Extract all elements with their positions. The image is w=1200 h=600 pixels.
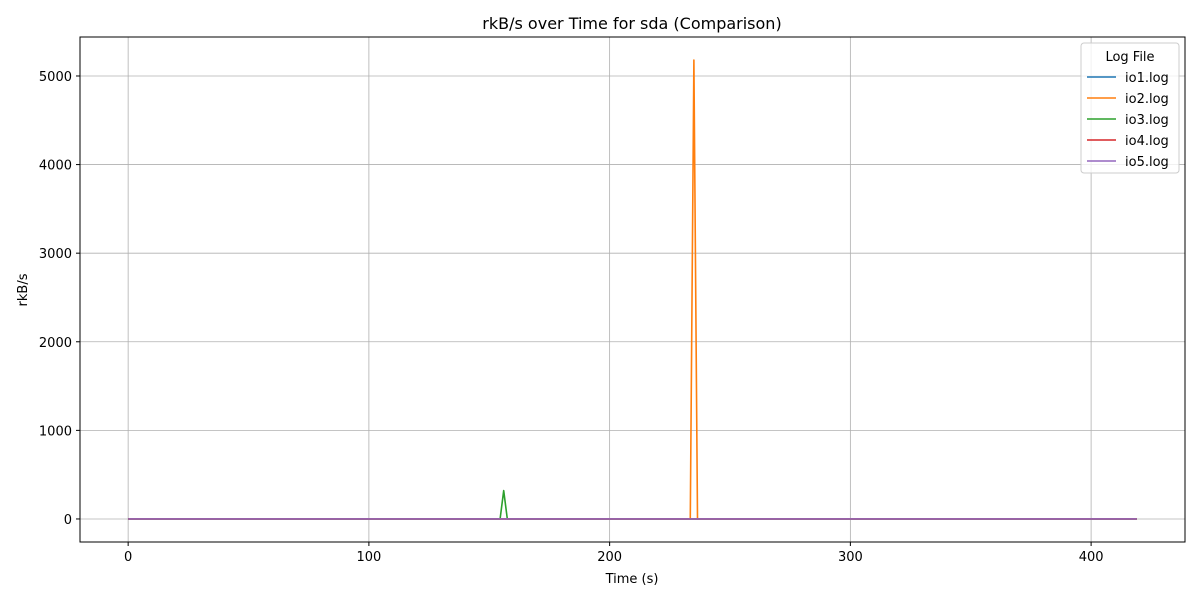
y-tick-label: 2000 xyxy=(39,336,72,351)
legend: Log File io1.log io2.log io3.log io4.log io5… xyxy=(1080,42,1180,174)
y-tick-label: 4000 xyxy=(39,159,72,174)
x-tick-label: 400 xyxy=(1079,550,1104,565)
x-tick-label: 200 xyxy=(597,550,622,565)
series-line-io2-log xyxy=(128,59,1137,520)
x-axis-title: Time (s) xyxy=(605,572,659,587)
series-layer xyxy=(128,59,1137,520)
legend-label: io2.log xyxy=(1125,92,1169,107)
x-tick-label: 300 xyxy=(838,550,863,565)
chart-title: rkB/s over Time for sda (Comparison) xyxy=(482,14,781,33)
y-tick-label: 5000 xyxy=(39,70,72,85)
y-tick-label: 1000 xyxy=(39,424,72,439)
x-tick-label: 0 xyxy=(124,550,132,565)
plot-frame xyxy=(79,36,1186,543)
x-tick-label: 100 xyxy=(356,550,381,565)
legend-label: io4.log xyxy=(1125,134,1169,149)
series-line-io3-log xyxy=(128,489,1137,520)
grid-layer xyxy=(80,37,1185,542)
y-tick-label: 0 xyxy=(64,513,72,528)
legend-entries: io1.log io2.log io3.log io4.log io5.log xyxy=(1087,71,1169,170)
y-tick-label: 3000 xyxy=(39,247,72,262)
legend-label: io3.log xyxy=(1125,113,1169,128)
legend-label: io5.log xyxy=(1125,155,1169,170)
y-axis-title: rkB/s xyxy=(16,273,31,306)
legend-title: Log File xyxy=(1105,50,1154,65)
legend-label: io1.log xyxy=(1125,71,1169,86)
